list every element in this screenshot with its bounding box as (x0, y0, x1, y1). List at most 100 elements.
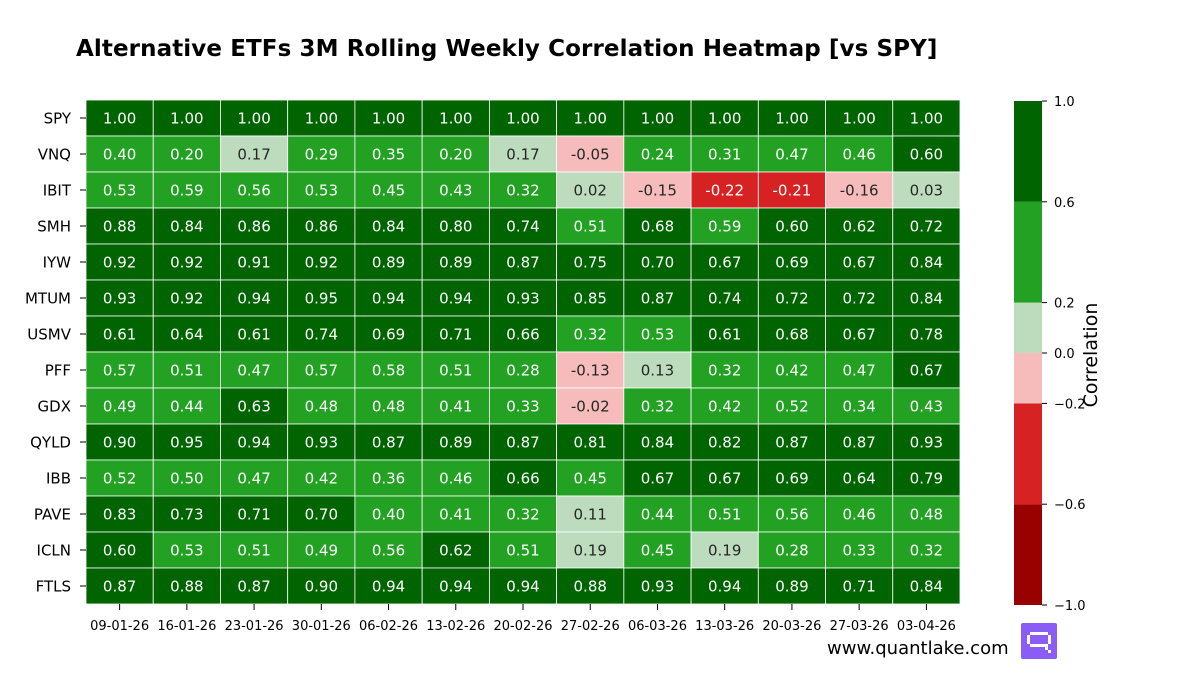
cell-value-label: 0.32 (910, 542, 943, 560)
heatmap-cell (85, 135, 154, 173)
cell-value-label: 0.60 (775, 218, 808, 236)
heatmap-cell (690, 243, 759, 281)
cell-value-label: 0.57 (305, 362, 338, 380)
heatmap-cell (690, 351, 759, 389)
cell-value-label: 0.92 (103, 254, 136, 272)
cell-value-label: 0.94 (372, 578, 405, 596)
column-label: 13-03-26 (695, 619, 754, 634)
cell-value-label: 0.03 (910, 182, 943, 200)
cell-value-label: 0.64 (170, 326, 203, 344)
heatmap-cell (287, 387, 356, 425)
cell-value-label: 1.00 (305, 110, 338, 128)
cell-value-label: -0.15 (638, 182, 677, 200)
cell-value-label: 0.81 (574, 434, 607, 452)
cell-value-label: 0.87 (775, 434, 808, 452)
cell-value-label: 0.87 (237, 578, 270, 596)
cell-value-label: 0.28 (506, 362, 539, 380)
heatmap-cell (892, 135, 961, 173)
cell-value-label: 0.51 (170, 362, 203, 380)
colorbar-segment (1014, 302, 1042, 353)
cell-value-label: 0.70 (305, 506, 338, 524)
cell-value-label: 0.89 (372, 254, 405, 272)
row-label: FTLS (36, 578, 71, 596)
heatmap-cell (623, 207, 692, 245)
cell-value-label: 0.48 (305, 398, 338, 416)
watermark-text[interactable]: www.quantlake.com (827, 638, 1009, 659)
column-label: 16-01-26 (157, 619, 216, 634)
colorbar: 1.0 0.6 0.2 0.0 −0.2 −0.6 −1.0 (1014, 95, 1086, 614)
heatmap-cell (152, 531, 221, 569)
cell-value-label: 0.48 (910, 506, 943, 524)
cell-value-label: 0.71 (439, 326, 472, 344)
row-label: IYW (43, 254, 72, 272)
row-label: USMV (27, 326, 71, 344)
heatmap-cell (152, 423, 221, 461)
column-label: 23-01-26 (225, 619, 284, 634)
cell-value-label: 0.33 (842, 542, 875, 560)
heatmap-cell (220, 567, 289, 605)
heatmap-cell (488, 315, 558, 353)
heatmap-cell (287, 171, 356, 209)
heatmap-cell (690, 207, 759, 245)
heatmap-cell (488, 495, 558, 533)
heatmap-cell (152, 459, 221, 497)
heatmap-cell (690, 387, 759, 425)
cell-value-label: 0.42 (775, 362, 808, 380)
heatmap-cell (623, 423, 692, 461)
heatmap-cell (488, 459, 558, 497)
cell-value-label: 0.89 (775, 578, 808, 596)
cell-value-label: 0.47 (237, 362, 270, 380)
row-label: PAVE (34, 506, 71, 524)
heatmap-cell (152, 351, 221, 389)
heatmap-cell (623, 99, 692, 137)
heatmap-cell (354, 135, 423, 173)
cell-value-label: 0.87 (372, 434, 405, 452)
heatmap-cell (623, 315, 692, 353)
colorbar-segment (1014, 504, 1042, 605)
heatmap-cell (220, 135, 289, 173)
heatmap-cell (757, 423, 826, 461)
cell-value-label: 0.84 (910, 578, 943, 596)
heatmap-cell (354, 423, 423, 461)
heatmap-cell (287, 315, 356, 353)
cell-value-label: 0.11 (574, 506, 607, 524)
heatmap-cell (690, 567, 759, 605)
row-label: QYLD (30, 434, 71, 452)
cell-value-label: 0.67 (708, 254, 741, 272)
cell-value-label: 0.82 (708, 434, 741, 452)
cell-value-label: 0.43 (910, 398, 943, 416)
heatmap-cell (220, 459, 289, 497)
heatmap-cell (287, 567, 356, 605)
cell-value-label: 0.67 (842, 326, 875, 344)
cell-value-label: 0.19 (708, 542, 741, 560)
cell-value-label: 0.84 (170, 218, 203, 236)
heatmap-cell (556, 495, 625, 533)
cell-value-label: 0.61 (708, 326, 741, 344)
colorbar-tick-label: 0.2 (1054, 297, 1075, 312)
cell-value-label: 0.49 (103, 398, 136, 416)
cell-value-label: 1.00 (574, 110, 607, 128)
heatmap-cell (892, 171, 961, 209)
cell-value-label: 0.35 (372, 146, 405, 164)
cell-value-label: 0.83 (103, 506, 136, 524)
heatmap-cell (220, 243, 289, 281)
heatmap-cell (354, 567, 423, 605)
cell-value-label: 0.94 (439, 578, 472, 596)
cell-value-label: 1.00 (842, 110, 875, 128)
cell-value-label: 0.42 (708, 398, 741, 416)
heatmap-cell (220, 99, 289, 137)
heatmap-cell (152, 207, 221, 245)
cell-value-label: 0.32 (574, 326, 607, 344)
cell-value-label: 0.64 (842, 470, 875, 488)
row-labels: SPY VNQ IBIT SMH IYW MTUM USMV PFF GDX QYLD IBB PAV… (25, 110, 86, 596)
cell-value-label: 0.85 (574, 290, 607, 308)
heatmap-cell (623, 387, 692, 425)
heatmap-cell (421, 243, 490, 281)
heatmap-cell (825, 531, 894, 569)
cell-value-label: 0.60 (103, 542, 136, 560)
cell-value-label: 0.94 (708, 578, 741, 596)
cell-value-label: 0.19 (574, 542, 607, 560)
cell-value-label: 0.92 (170, 254, 203, 272)
cell-value-label: 0.62 (439, 542, 472, 560)
